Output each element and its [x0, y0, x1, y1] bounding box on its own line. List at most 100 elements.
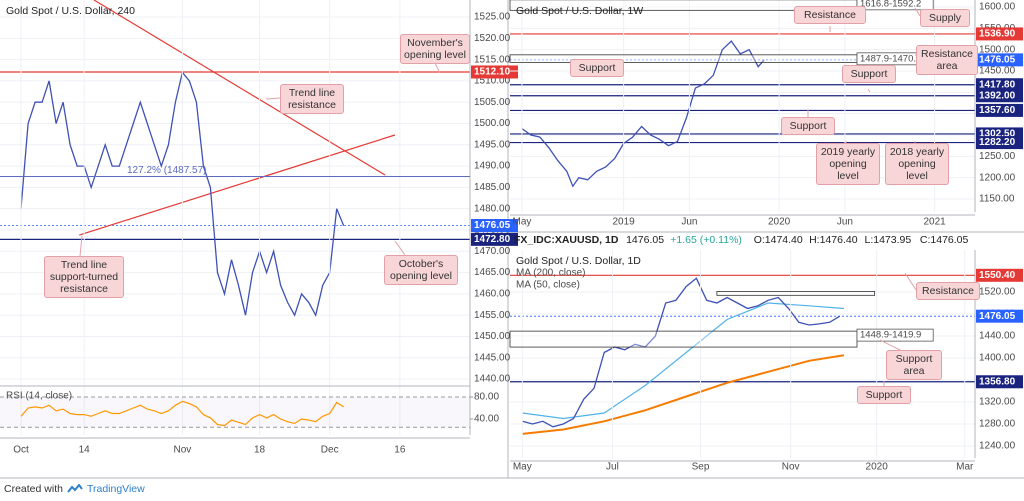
x-tick-label: Nov: [173, 445, 191, 456]
y-tick-label: 1445.00: [474, 352, 511, 363]
annotation-connector: [265, 97, 281, 100]
legend-entry: MA (200, close): [516, 268, 585, 279]
x-tick-label: Jun: [837, 217, 853, 228]
trend-line: [93, 0, 386, 176]
annotation: October's opening level: [384, 255, 458, 285]
x-tick-label: Jul: [606, 462, 619, 473]
price-tag-label: 1476.05: [474, 220, 511, 231]
annotation-connector: [904, 272, 917, 291]
zone-label: 1448.9-1419.9: [860, 330, 921, 341]
annotation: Trend line support-turned resistance: [44, 256, 124, 298]
y-tick-label: 1440.00: [979, 331, 1016, 342]
price-tag: [471, 219, 518, 233]
annotation: 2018 yearly opening level: [885, 143, 949, 185]
y-tick-label: 1240.00: [979, 441, 1016, 452]
footer-text: Created with: [4, 483, 63, 495]
price-tag-label: 1512.10: [474, 67, 511, 78]
logo: [67, 484, 83, 493]
chart-title: Gold Spot / U.S. Dollar, 240: [6, 5, 135, 17]
price-tag-label: 1536.90: [979, 29, 1016, 40]
ma-line: [522, 302, 844, 420]
price-tag-label: 1476.05: [979, 311, 1016, 322]
y-tick-label: 1450.00: [979, 66, 1016, 77]
chart-title: Gold Spot / U.S. Dollar, 1W: [516, 5, 643, 17]
zone: [509, 330, 858, 348]
zone: [509, 54, 858, 63]
annotation: Resistance: [916, 282, 980, 300]
x-tick-label: May: [513, 217, 532, 228]
trend-line: [79, 134, 396, 236]
zone: [716, 291, 876, 296]
annotation-connector: [914, 7, 921, 17]
price-tag-label: 1417.80: [979, 79, 1016, 90]
y-tick-label: 1470.00: [474, 246, 511, 257]
price-tag-label: 1550.40: [979, 270, 1016, 281]
y-tick-label: 1500.00: [979, 44, 1016, 55]
y-tick-label: 1495.00: [474, 139, 511, 150]
x-tick-label: May: [513, 462, 532, 473]
rsi-tick-label: 40.00: [474, 414, 499, 425]
annotation: Resistance: [794, 6, 866, 24]
price-tag: [976, 103, 1023, 117]
annotation-connector: [879, 339, 901, 351]
price-line: [522, 277, 841, 428]
y-tick-label: 1250.00: [979, 151, 1016, 162]
x-tick-label: Oct: [13, 445, 29, 456]
price-tag-label: 1476.05: [979, 55, 1016, 66]
x-tick-label: 2021: [924, 217, 947, 228]
annotation: Support: [857, 386, 911, 404]
x-tick-label: Dec: [321, 445, 339, 456]
header-item: C:1476.05: [920, 234, 969, 246]
price-tag: [976, 89, 1023, 103]
plot: [0, 0, 470, 380]
ma-line: [522, 354, 845, 435]
header-item: L:1473.95: [865, 234, 912, 246]
fib-label: 127.2% (1487.57): [127, 165, 207, 176]
y-tick-label: 1520.00: [979, 287, 1016, 298]
annotation: Support: [781, 117, 835, 135]
x-tick-label: Mar: [956, 462, 974, 473]
header-item: +1.65 (+0.11%): [670, 234, 742, 246]
y-tick-label: 1440.00: [474, 374, 511, 385]
annotation: Support: [842, 65, 896, 83]
x-tick-label: 2019: [613, 217, 636, 228]
header-item: FX_IDC:XAUUSD, 1D: [514, 234, 619, 246]
y-tick-label: 1460.00: [474, 289, 511, 300]
annotation: Resistance area: [916, 45, 978, 75]
y-tick-label: 1320.00: [979, 397, 1016, 408]
annotation-connector: [79, 235, 83, 257]
price-tag-label: 1392.00: [979, 90, 1016, 101]
price-tag: [976, 78, 1023, 92]
annotation-connector: [394, 240, 406, 256]
price-tag-label: 1282.20: [979, 137, 1016, 148]
annotation: Support area: [886, 350, 942, 380]
price-tag: [976, 136, 1023, 150]
zone-label-box: [856, 0, 934, 11]
header-item: O:1474.40: [754, 234, 803, 246]
header-item: 1476.05: [626, 234, 664, 246]
price-tag: [976, 53, 1023, 67]
x-tick-label: 18: [254, 445, 266, 456]
header-item: H:1476.40: [809, 234, 858, 246]
legend-entry: MA (50, close): [516, 280, 580, 291]
y-tick-label: 1600.00: [979, 2, 1016, 13]
price-tag: [976, 268, 1023, 282]
annotation: Support: [570, 59, 624, 77]
x-tick-label: Nov: [782, 462, 800, 473]
annotation: 2019 yearly opening level: [816, 143, 880, 185]
y-tick-label: 1485.00: [474, 182, 511, 193]
rsi-tick-label: 80.00: [474, 392, 499, 403]
y-tick-label: 1450.00: [474, 331, 511, 342]
rsi-line: [20, 400, 345, 427]
price-tag-label: 1357.60: [979, 105, 1016, 116]
chart-title: Gold Spot / U.S. Dollar, 1D: [516, 255, 641, 267]
y-tick-label: 1490.00: [474, 161, 511, 172]
zone-label: 1487.9-1470.2: [860, 53, 921, 64]
zone-label: 1616.8-1592.2: [860, 0, 921, 9]
y-tick-label: 1520.00: [474, 33, 511, 44]
annotation: Trend line resistance: [280, 84, 344, 114]
price-tag: [976, 375, 1023, 389]
annotation: Supply: [920, 9, 970, 27]
